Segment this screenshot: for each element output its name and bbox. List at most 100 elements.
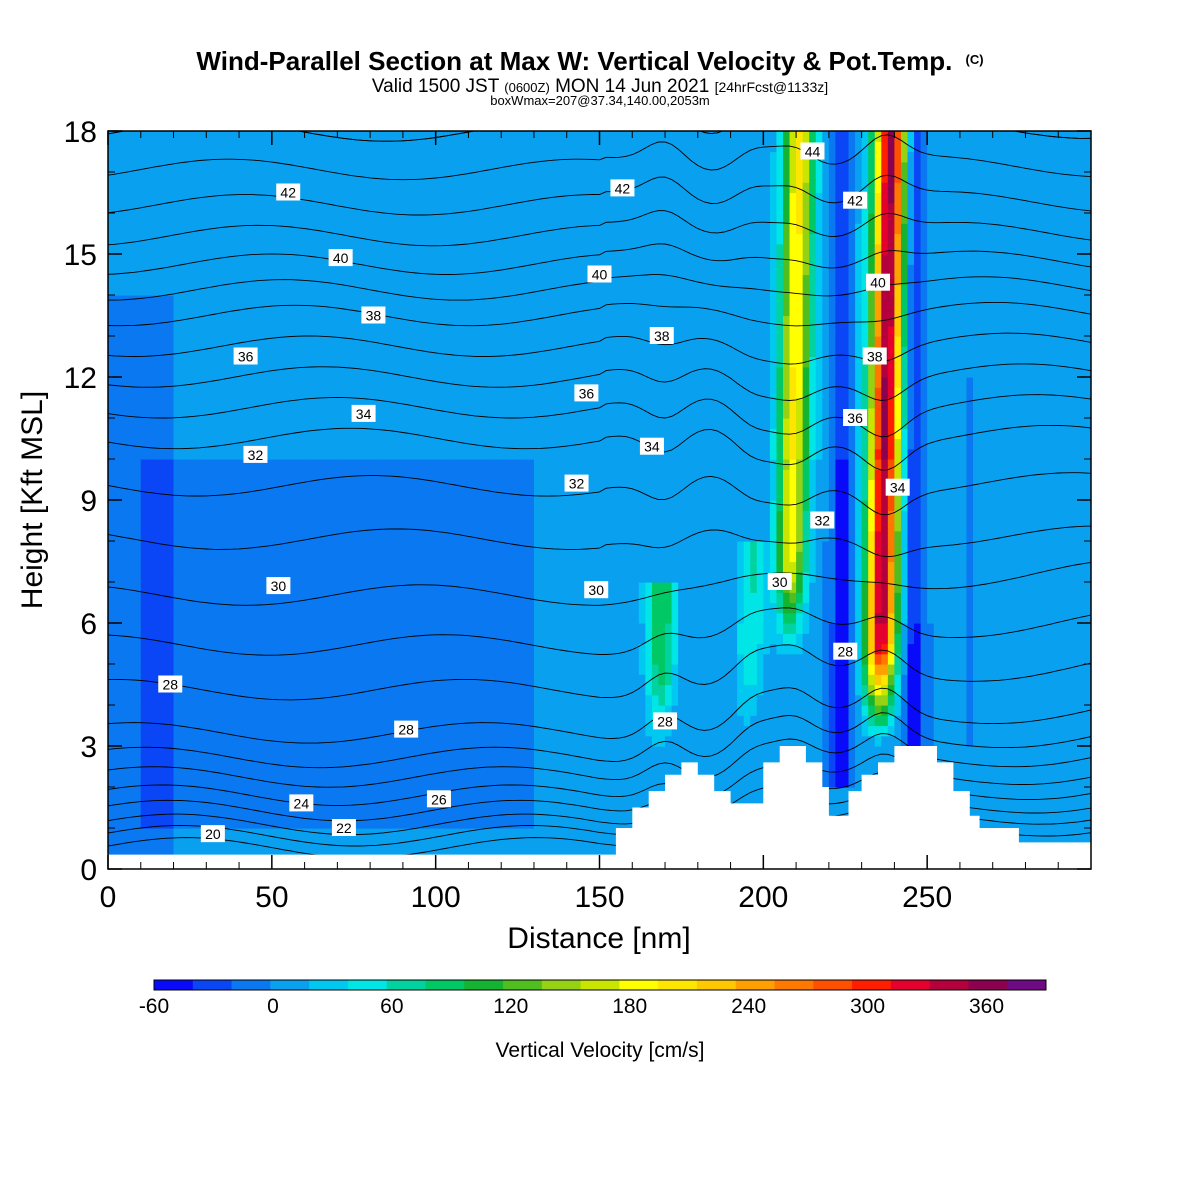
velocity-cell <box>134 366 142 378</box>
velocity-cell <box>383 336 391 347</box>
velocity-cell <box>416 735 424 747</box>
velocity-cell <box>180 305 188 317</box>
velocity-cell <box>402 377 411 388</box>
velocity-cell <box>271 315 279 327</box>
velocity-cell <box>409 592 417 604</box>
velocity-cell <box>370 510 378 522</box>
velocity-cell <box>193 694 201 706</box>
velocity-cell <box>317 192 325 204</box>
velocity-cell <box>298 233 306 245</box>
velocity-cell <box>461 694 470 706</box>
velocity-cell <box>481 182 489 194</box>
velocity-cell <box>324 438 332 450</box>
velocity-cell <box>416 233 424 245</box>
velocity-cell <box>488 612 496 624</box>
velocity-cell <box>350 674 358 686</box>
velocity-cell <box>284 828 293 839</box>
velocity-cell <box>265 541 273 552</box>
velocity-cell <box>153 746 162 757</box>
velocity-cell <box>350 520 358 532</box>
velocity-cell <box>304 602 312 614</box>
velocity-cell <box>291 653 299 665</box>
velocity-cell <box>396 315 404 327</box>
velocity-cell <box>402 653 411 665</box>
velocity-cell <box>311 746 319 757</box>
velocity-cell <box>160 500 168 511</box>
velocity-cell <box>160 428 168 440</box>
velocity-cell <box>494 756 502 768</box>
velocity-cell <box>324 213 332 224</box>
velocity-cell <box>245 295 253 306</box>
velocity-cell <box>370 530 378 542</box>
velocity-cell <box>252 243 260 255</box>
velocity-cell <box>291 766 299 778</box>
velocity-cell <box>219 653 227 665</box>
velocity-cell <box>560 725 568 737</box>
velocity-cell <box>383 510 391 522</box>
velocity-cell <box>376 510 384 522</box>
velocity-cell <box>370 397 378 409</box>
velocity-cell <box>225 510 234 522</box>
velocity-cell <box>108 448 116 460</box>
velocity-cell <box>448 264 456 276</box>
velocity-cell <box>455 838 463 850</box>
velocity-cell <box>245 633 253 645</box>
velocity-cell <box>376 448 384 460</box>
velocity-cell <box>501 623 509 634</box>
velocity-cell <box>153 438 162 450</box>
velocity-cell <box>337 274 345 286</box>
velocity-cell <box>350 623 358 634</box>
velocity-cell <box>121 377 129 388</box>
velocity-cell <box>252 141 260 153</box>
velocity-cell <box>343 141 352 153</box>
velocity-cell <box>343 776 352 788</box>
velocity-cell <box>442 284 450 296</box>
velocity-cell <box>134 223 142 235</box>
velocity-cell <box>153 541 162 552</box>
velocity-cell <box>429 848 437 860</box>
velocity-cell <box>291 479 299 491</box>
velocity-cell <box>514 500 522 511</box>
velocity-cell <box>514 838 522 850</box>
velocity-cell <box>284 612 293 624</box>
velocity-cell <box>160 541 168 552</box>
velocity-cell <box>461 141 470 153</box>
velocity-cell <box>317 448 325 460</box>
velocity-cell <box>298 448 306 460</box>
velocity-cell <box>416 161 424 173</box>
velocity-cell <box>265 295 273 306</box>
velocity-cell <box>350 694 358 706</box>
velocity-cell <box>278 264 286 276</box>
velocity-cell <box>219 428 227 440</box>
velocity-cell <box>350 633 358 645</box>
velocity-cell <box>219 377 227 388</box>
velocity-cell <box>429 233 437 245</box>
velocity-cell <box>402 407 411 419</box>
velocity-cell <box>416 489 424 501</box>
velocity-cell <box>416 418 424 429</box>
velocity-cell <box>350 336 358 347</box>
velocity-cell <box>180 489 188 501</box>
velocity-cell <box>114 797 122 809</box>
velocity-cell <box>114 428 122 440</box>
velocity-cell <box>245 735 253 747</box>
velocity-cell <box>402 623 411 634</box>
velocity-cell <box>121 510 129 522</box>
velocity-cell <box>271 787 279 798</box>
velocity-cell <box>343 223 352 235</box>
velocity-cell <box>448 838 456 850</box>
velocity-cell <box>134 192 142 204</box>
velocity-cell <box>298 817 306 829</box>
velocity-cell <box>153 192 162 204</box>
velocity-cell <box>343 366 352 378</box>
velocity-cell <box>232 500 240 511</box>
velocity-cell <box>455 592 463 604</box>
velocity-cell <box>265 592 273 604</box>
velocity-cell <box>140 479 148 491</box>
velocity-cell <box>193 459 201 470</box>
velocity-cell <box>284 356 293 368</box>
velocity-cell <box>324 705 332 716</box>
velocity-cell <box>357 725 365 737</box>
velocity-cell <box>232 397 240 409</box>
velocity-cell <box>311 602 319 614</box>
